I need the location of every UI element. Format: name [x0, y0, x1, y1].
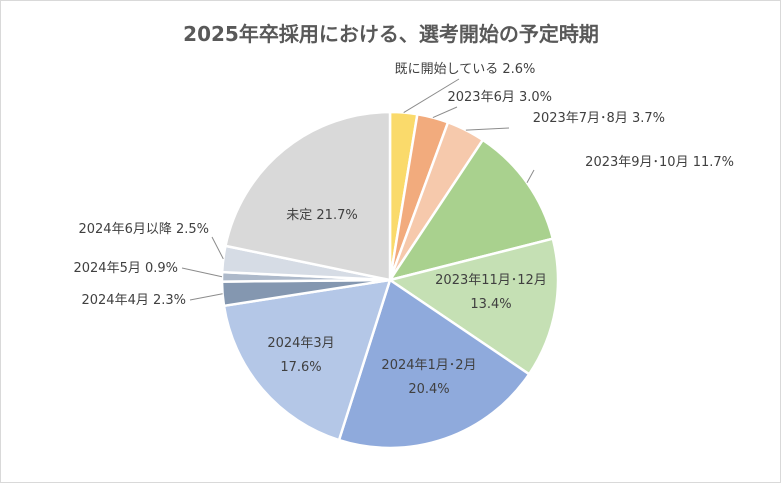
- data-label: 2024年4月 2.3%: [81, 293, 186, 308]
- leader-line: [189, 293, 223, 301]
- pie-slice: [222, 278, 392, 442]
- leader-line: [465, 127, 510, 131]
- data-label: 2023年6月 3.0%: [447, 90, 552, 105]
- leader-line: [211, 236, 224, 260]
- data-label: 2024年1月･2月 20.4%: [381, 358, 476, 397]
- pie-slices: [220, 110, 560, 450]
- leader-line: [432, 106, 458, 119]
- data-label: 2023年11月･12月 13.4%: [435, 273, 547, 312]
- leader-lines: [181, 78, 535, 301]
- leader-line: [403, 78, 460, 114]
- leader-line: [526, 169, 535, 184]
- data-label: 2023年7月･8月 3.7%: [533, 111, 665, 126]
- data-label: 2023年9月･10月 11.7%: [585, 155, 734, 170]
- data-label: 2024年6月以降 2.5%: [78, 222, 209, 237]
- data-label: 既に開始している 2.6%: [395, 62, 536, 77]
- data-label: 2024年3月 17.6%: [267, 336, 334, 375]
- data-label: 2024年5月 0.9%: [73, 261, 178, 276]
- chart-title: 2025年卒採用における、選考開始の予定時期: [183, 22, 599, 46]
- leader-line: [181, 267, 223, 278]
- data-label: 未定 21.7%: [286, 208, 357, 223]
- pie-slice: [224, 110, 392, 282]
- pie-slice: [337, 278, 531, 450]
- pie-slice: [386, 237, 560, 376]
- data-labels: 既に開始している 2.6% 2023年6月 3.0% 2023年7月･8月 3.7%…: [73, 62, 734, 397]
